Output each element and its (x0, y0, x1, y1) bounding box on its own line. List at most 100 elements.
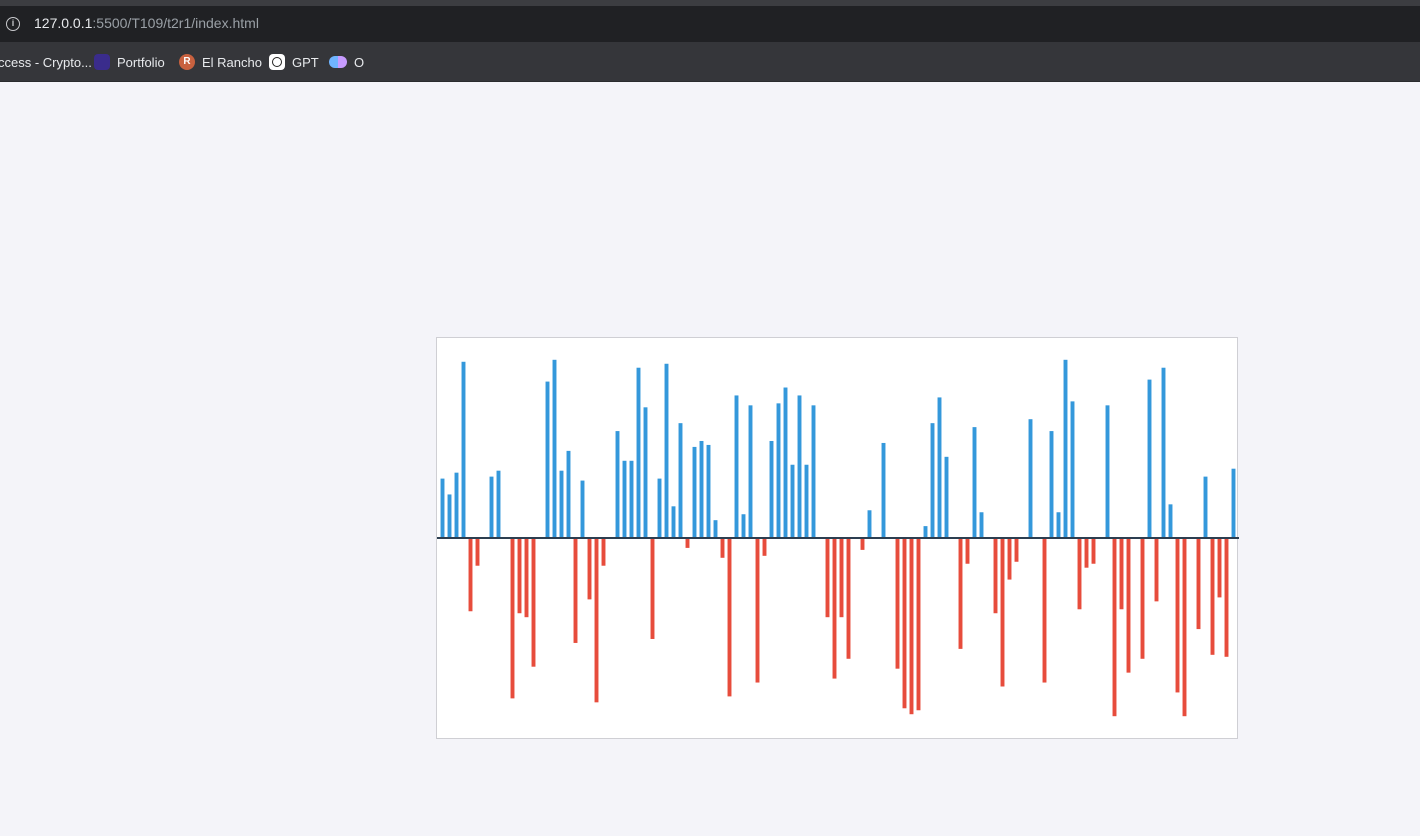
bar-negative (846, 538, 851, 659)
bar-positive (454, 472, 459, 538)
bar-negative (468, 538, 473, 612)
bar-negative (1196, 538, 1201, 630)
bar-positive (1161, 367, 1166, 538)
portfolio-icon (94, 54, 110, 70)
bar-positive (979, 512, 984, 538)
bar-positive (944, 456, 949, 538)
bar-negative (839, 538, 844, 618)
url-text[interactable]: 127.0.0.1:5500/T109/t2r1/index.html (34, 15, 259, 31)
bar-positive (1147, 379, 1152, 538)
bar-negative (727, 538, 732, 697)
bar-positive (748, 405, 753, 538)
bar-positive (811, 405, 816, 538)
bar-positive (699, 440, 704, 538)
bar-negative (517, 538, 522, 614)
bar-negative (1007, 538, 1012, 580)
bar-positive (930, 423, 935, 538)
bar-negative (524, 538, 529, 618)
bar-positive (629, 460, 634, 538)
bar-positive (615, 431, 620, 538)
bar-positive (804, 464, 809, 538)
bar-positive (580, 480, 585, 538)
bar-positive (1203, 476, 1208, 538)
bar-negative (1175, 538, 1180, 693)
bar-negative (1182, 538, 1187, 717)
bar-positive (867, 510, 872, 538)
bookmark-el-rancho[interactable]: R El Rancho (179, 53, 262, 71)
bar-negative (601, 538, 606, 566)
o-icon (329, 56, 347, 68)
bar-negative (1000, 538, 1005, 687)
bookmark-label: GPT (292, 54, 319, 70)
site-info-icon[interactable]: i (6, 17, 20, 31)
bar-negative (1014, 538, 1019, 562)
browser-top-strip (0, 0, 1420, 6)
bar-positive (923, 526, 928, 538)
bar-negative (1140, 538, 1145, 659)
bookmark-label: Portfolio (117, 54, 165, 70)
bar-positive (881, 442, 886, 538)
bar-negative (1210, 538, 1215, 655)
bar-positive (622, 460, 627, 538)
bar-chart (437, 359, 1239, 717)
bar-positive (734, 395, 739, 538)
bar-positive (1056, 512, 1061, 538)
bar-positive (790, 464, 795, 538)
rancho-icon: R (179, 54, 195, 70)
bookmark-gpt[interactable]: GPT (269, 53, 319, 71)
bar-positive (489, 476, 494, 538)
bar-negative (860, 538, 865, 550)
bar-positive (440, 478, 445, 538)
bookmark-portfolio[interactable]: Portfolio (94, 53, 165, 71)
bar-negative (1224, 538, 1229, 657)
bookmark-label: O (354, 54, 365, 70)
bar-positive (1105, 405, 1110, 538)
bar-negative (958, 538, 963, 649)
bar-negative (531, 538, 536, 667)
bookmark-crypto[interactable]: ccess - Crypto... (0, 53, 92, 71)
bar-positive (1028, 419, 1033, 538)
address-bar[interactable]: i 127.0.0.1:5500/T109/t2r1/index.html (0, 6, 1420, 42)
bar-negative (587, 538, 592, 600)
bar-negative (573, 538, 578, 643)
url-host: 127.0.0.1 (34, 15, 93, 31)
bar-negative (1112, 538, 1117, 717)
bar-chart-container (436, 337, 1239, 739)
bar-negative (594, 538, 599, 703)
bar-negative (510, 538, 515, 699)
bookmark-label: ccess - Crypto... (0, 54, 92, 70)
bar-positive (496, 470, 501, 538)
bar-negative (755, 538, 760, 683)
bar-negative (1119, 538, 1124, 610)
bar-positive (741, 514, 746, 538)
bar-negative (1077, 538, 1082, 610)
bookmark-o[interactable]: O (329, 53, 364, 71)
bar-negative (1154, 538, 1159, 602)
url-path: :5500/T109/t2r1/index.html (92, 15, 259, 31)
bookmark-label: El Rancho (202, 54, 262, 70)
bar-positive (692, 446, 697, 538)
bar-negative (475, 538, 480, 566)
bar-positive (657, 478, 662, 538)
bar-positive (636, 367, 641, 538)
bookmarks-bar: ccess - Crypto... Portfolio R El Rancho … (0, 42, 1420, 82)
gpt-icon (269, 54, 285, 70)
bar-positive (461, 361, 466, 538)
bar-positive (643, 407, 648, 538)
bar-positive (1063, 359, 1068, 538)
bar-negative (1091, 538, 1096, 564)
bar-negative (909, 538, 914, 715)
bar-positive (545, 381, 550, 538)
bar-negative (762, 538, 767, 556)
bar-negative (1084, 538, 1089, 568)
bar-positive (671, 506, 676, 538)
bar-negative (993, 538, 998, 614)
bar-positive (713, 520, 718, 538)
bar-negative (650, 538, 655, 639)
bar-negative (1217, 538, 1222, 598)
bar-positive (1168, 504, 1173, 538)
bar-negative (965, 538, 970, 564)
bar-positive (664, 363, 669, 538)
bar-negative (902, 538, 907, 709)
bar-positive (566, 450, 571, 538)
